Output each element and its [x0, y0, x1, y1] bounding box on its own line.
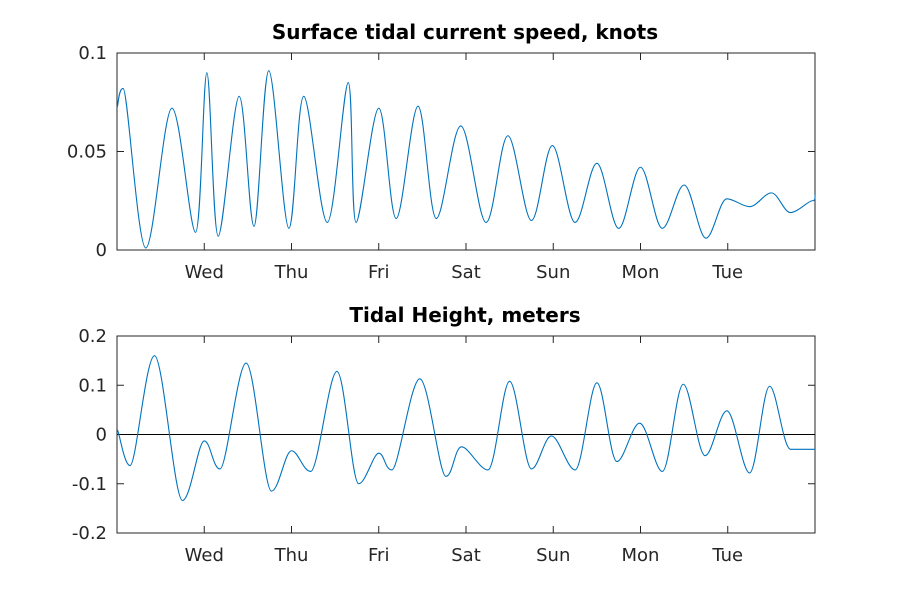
- tidal-height-xtick-label: Sat: [451, 545, 481, 566]
- tidal-height-series-line: [116, 355, 815, 502]
- current-speed-xtick-label: Tue: [711, 262, 743, 283]
- tidal-height-ytick-label: -0.2: [72, 523, 107, 544]
- tidal-height-title: Tidal Height, meters: [349, 303, 580, 327]
- tidal-height-xtick-label: Tue: [711, 545, 743, 566]
- current-speed-series-line: [116, 70, 816, 249]
- current-speed-title: Surface tidal current speed, knots: [272, 20, 658, 44]
- tidal-height-ytick-label: -0.1: [72, 474, 107, 495]
- tidal-height-ytick-label: 0: [96, 425, 107, 446]
- current-speed-axes: [116, 52, 816, 251]
- current-speed-xtick-label: Wed: [185, 262, 224, 283]
- current-speed-xtick-label: Mon: [622, 262, 660, 283]
- tidal-height-xtick-label: Mon: [622, 545, 660, 566]
- tidal-height-ytick-label: 0.2: [78, 326, 107, 347]
- tidal-height-xtick-label: Thu: [274, 545, 309, 566]
- current-speed-marks: [116, 70, 816, 249]
- current-speed-ticks: 0 0.05 0.1 Wed Thu Fri Sat Sun Mon Tue: [67, 43, 815, 283]
- tidal-height-ticks: -0.2 -0.1 0 0.1 0.2 Wed Thu Fri Sat Sun Mon Tue: [72, 326, 815, 566]
- tidal-height-xtick-label: Sun: [536, 545, 570, 566]
- current-speed-xtick-label: Fri: [368, 262, 389, 283]
- tidal-height-marks: [116, 355, 815, 502]
- current-speed-xtick-label: Sat: [451, 262, 481, 283]
- tidal-height-xtick-label: Fri: [368, 545, 389, 566]
- current-speed-ytick-label: 0.05: [67, 142, 107, 163]
- tidal-height-plot: Tidal Height, meters -0.2 -0.1 0 0.1 0.2 Wed T…: [72, 303, 816, 566]
- current-speed-ytick-label: 0.1: [78, 43, 107, 64]
- tidal-height-ytick-label: 0.1: [78, 375, 107, 396]
- current-speed-xtick-label: Thu: [274, 262, 309, 283]
- current-speed-plot: Surface tidal current speed, knots 0 0.05…: [67, 20, 816, 283]
- current-speed-xtick-label: Sun: [536, 262, 570, 283]
- current-speed-ytick-label: 0: [96, 240, 107, 261]
- tidal-height-xtick-label: Wed: [185, 545, 224, 566]
